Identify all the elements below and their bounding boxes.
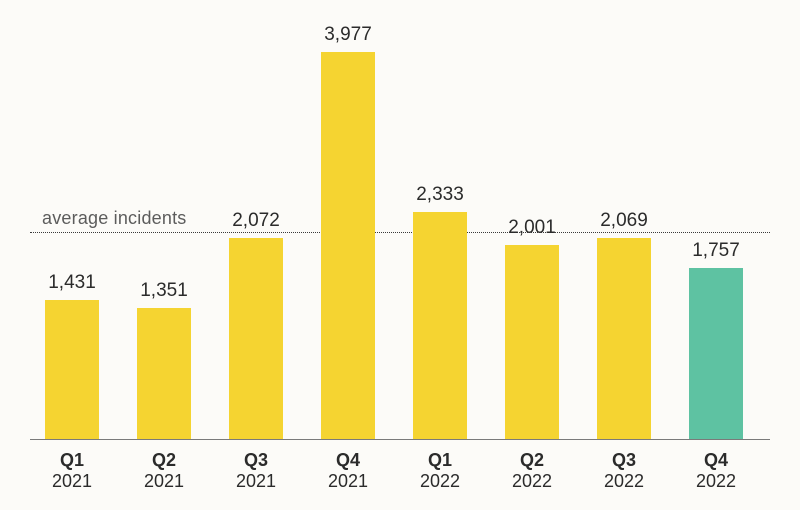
x-label-quarter: Q2 bbox=[144, 450, 184, 471]
bar-value-label: 1,431 bbox=[48, 272, 96, 294]
bar-q4-2021: 3,977 bbox=[321, 52, 375, 440]
bar-q2-2022: 2,001 bbox=[505, 245, 559, 440]
bar-value-label: 2,333 bbox=[416, 184, 464, 206]
bar-value-label: 2,001 bbox=[508, 217, 556, 239]
x-label-q4-2021: Q42021 bbox=[328, 450, 368, 491]
x-label-quarter: Q2 bbox=[512, 450, 552, 471]
incidents-bar-chart: average incidents 1,431 1,351 2,072 3,977 2,… bbox=[0, 0, 800, 510]
x-label-year: 2022 bbox=[604, 471, 644, 492]
x-axis-baseline bbox=[30, 439, 770, 440]
bar-value-label: 2,069 bbox=[600, 210, 648, 232]
x-label-quarter: Q4 bbox=[328, 450, 368, 471]
x-label-q3-2022: Q32022 bbox=[604, 450, 644, 491]
x-label-quarter: Q1 bbox=[52, 450, 92, 471]
x-label-q1-2021: Q12021 bbox=[52, 450, 92, 491]
plot-area: average incidents 1,431 1,351 2,072 3,977 2,… bbox=[30, 30, 770, 440]
x-label-q1-2022: Q12022 bbox=[420, 450, 460, 491]
x-label-year: 2021 bbox=[52, 471, 92, 492]
x-label-quarter: Q4 bbox=[696, 450, 736, 471]
x-label-year: 2022 bbox=[512, 471, 552, 492]
x-label-year: 2021 bbox=[144, 471, 184, 492]
x-axis-labels: Q12021Q22021Q32021Q42021Q12022Q22022Q320… bbox=[30, 450, 770, 498]
x-label-year: 2022 bbox=[696, 471, 736, 492]
x-label-q2-2022: Q22022 bbox=[512, 450, 552, 491]
bar-value-label: 2,072 bbox=[232, 210, 280, 232]
bar-value-label: 1,757 bbox=[692, 240, 740, 262]
bar-q1-2022: 2,333 bbox=[413, 212, 467, 440]
bar-q4-2022: 1,757 bbox=[689, 268, 743, 440]
bar-value-label: 1,351 bbox=[140, 280, 188, 302]
x-label-quarter: Q3 bbox=[236, 450, 276, 471]
x-label-q2-2021: Q22021 bbox=[144, 450, 184, 491]
bar-q3-2022: 2,069 bbox=[597, 238, 651, 440]
x-label-q3-2021: Q32021 bbox=[236, 450, 276, 491]
x-label-year: 2022 bbox=[420, 471, 460, 492]
bar-q1-2021: 1,431 bbox=[45, 300, 99, 440]
bar-value-label: 3,977 bbox=[324, 24, 372, 46]
x-label-q4-2022: Q42022 bbox=[696, 450, 736, 491]
bar-q2-2021: 1,351 bbox=[137, 308, 191, 440]
bar-q3-2021: 2,072 bbox=[229, 238, 283, 440]
x-label-quarter: Q1 bbox=[420, 450, 460, 471]
x-label-year: 2021 bbox=[328, 471, 368, 492]
x-label-quarter: Q3 bbox=[604, 450, 644, 471]
x-label-year: 2021 bbox=[236, 471, 276, 492]
average-line bbox=[30, 232, 770, 233]
average-label: average incidents bbox=[42, 208, 187, 229]
